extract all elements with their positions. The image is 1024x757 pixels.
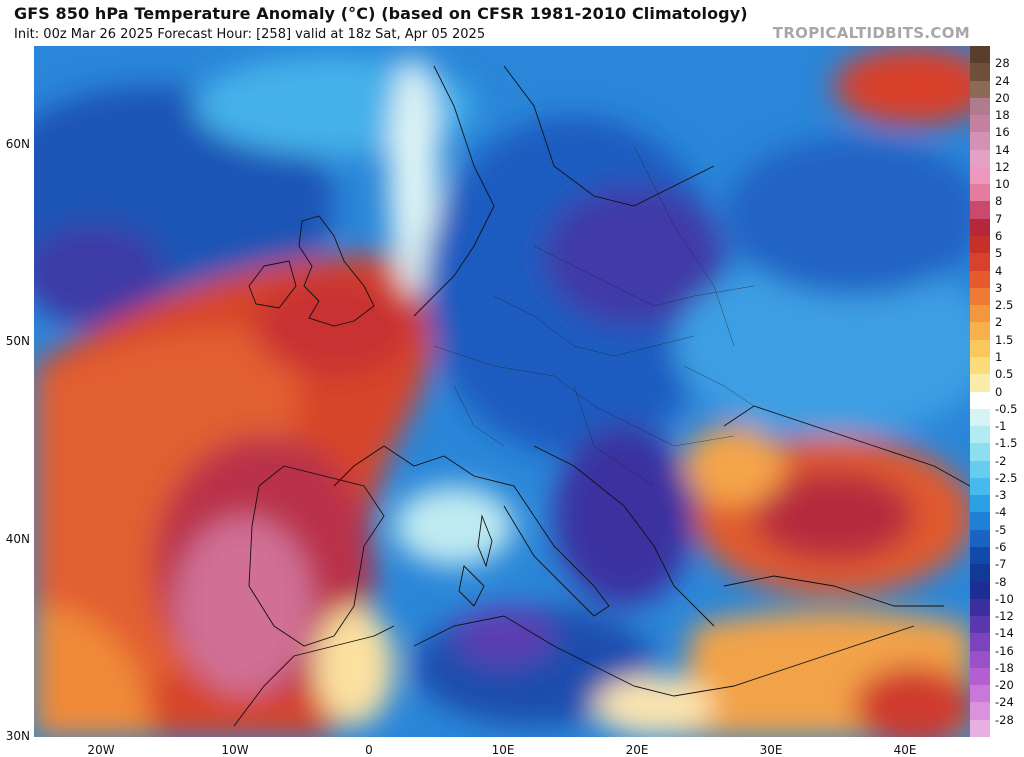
- colorbar-segment: [970, 426, 990, 444]
- colorbar-segment: [970, 132, 990, 151]
- colorbar-segment: [970, 477, 990, 496]
- colorbar-segment: [970, 115, 990, 133]
- colorbar-label: 12: [995, 159, 1010, 174]
- anomaly-map: [34, 46, 970, 737]
- colorbar-segment: [970, 322, 990, 341]
- colorbar-segment: [970, 598, 990, 617]
- colorbar-label: -3: [995, 488, 1007, 503]
- colorbar-segment: [970, 564, 990, 583]
- colorbar-label: 1: [995, 349, 1003, 364]
- header: GFS 850 hPa Temperature Anomaly (°C) (ba…: [0, 0, 1024, 46]
- map-graphic: [34, 46, 970, 737]
- colorbar-label: -1.5: [995, 436, 1018, 451]
- colorbar-segment: [970, 443, 990, 462]
- colorbar-segment: [970, 529, 990, 548]
- colorbar-label: -7: [995, 557, 1007, 572]
- colorbar-segment: [970, 80, 990, 99]
- colorbar-label: 7: [995, 211, 1003, 226]
- colorbar-segment: [970, 46, 990, 64]
- lat-label-40n: 40N: [5, 532, 30, 546]
- lon-label-10e: 10E: [491, 743, 515, 757]
- colorbar-segment: [970, 685, 990, 703]
- colorbar-label: 0: [995, 384, 1003, 399]
- colorbar-label: -2.5: [995, 470, 1018, 485]
- colorbar-segment: [970, 166, 990, 185]
- colorbar-label: 2: [995, 315, 1003, 330]
- init-forecast-valid-info: Init: 00z Mar 26 2025 Forecast Hour: [25…: [14, 27, 486, 42]
- colorbar-segment: [970, 512, 990, 531]
- colorbar-segment: [970, 374, 990, 392]
- colorbar-label: -2: [995, 453, 1007, 468]
- colorbar-label: 0.5: [995, 367, 1014, 382]
- colorbar-label: 28: [995, 56, 1010, 71]
- colorbar-label: 10: [995, 177, 1010, 192]
- colorbar-segment: [970, 236, 990, 254]
- colorbar-label: 4: [995, 263, 1003, 278]
- colorbar: 28 24 20 18 16 14 12 10 8 7 6 5 4 3 2.5 2 1.5 1 0.5 0 -0.5 -1…: [970, 46, 1024, 738]
- watermark: TROPICALTIDBITS.COM: [772, 24, 970, 42]
- colorbar-label: -1: [995, 419, 1007, 434]
- colorbar-segment: [970, 270, 990, 289]
- colorbar-segment: [970, 287, 990, 306]
- lon-label-20w: 20W: [87, 743, 115, 757]
- colorbar-label: 5: [995, 246, 1003, 261]
- colorbar-segment: [970, 581, 990, 600]
- colorbar-label: 8: [995, 194, 1003, 209]
- lat-label-30n: 30N: [5, 729, 30, 743]
- colorbar-label: -20: [995, 678, 1014, 693]
- colorbar-segment: [970, 633, 990, 652]
- colorbar-label: -0.5: [995, 401, 1018, 416]
- colorbar-segment: [970, 201, 990, 220]
- colorbar-label: -12: [995, 609, 1014, 624]
- lat-label-60n: 60N: [5, 137, 30, 151]
- lat-label-50n: 50N: [5, 334, 30, 348]
- lon-label-30e: 30E: [759, 743, 783, 757]
- colorbar-label: 18: [995, 108, 1010, 123]
- colorbar-label: 20: [995, 90, 1010, 105]
- colorbar-segment: [970, 253, 990, 272]
- colorbar-segment: [970, 667, 990, 686]
- colorbar-segment: [970, 546, 990, 565]
- colorbar-label: -14: [995, 626, 1014, 641]
- colorbar-label: 24: [995, 73, 1010, 88]
- colorbar-segment: [970, 460, 990, 479]
- colorbar-label: -6: [995, 539, 1007, 554]
- map-title: GFS 850 hPa Temperature Anomaly (°C) (ba…: [14, 4, 748, 23]
- colorbar-label: -18: [995, 660, 1014, 675]
- lon-label-10w: 10W: [221, 743, 249, 757]
- colorbar-label: -10: [995, 591, 1014, 606]
- lon-label-0: 0: [365, 743, 373, 757]
- colorbar-segment: [970, 305, 990, 323]
- colorbar-segment: [970, 408, 990, 427]
- colorbar-segment: [970, 97, 990, 116]
- colorbar-segment: [970, 616, 990, 634]
- colorbar-segment: [970, 218, 990, 237]
- colorbar-segment: [970, 650, 990, 669]
- colorbar-segment: [970, 356, 990, 375]
- colorbar-label: 3: [995, 280, 1003, 295]
- colorbar-label: 2.5: [995, 298, 1014, 313]
- lon-label-20e: 20E: [625, 743, 649, 757]
- colorbar-segment: [970, 149, 990, 168]
- colorbar-segment: [970, 184, 990, 202]
- colorbar-label: 14: [995, 142, 1010, 157]
- lon-label-40e: 40E: [893, 743, 917, 757]
- colorbar-label: -24: [995, 695, 1014, 710]
- colorbar-label: -16: [995, 643, 1014, 658]
- colorbar-label: -4: [995, 505, 1007, 520]
- colorbar-label: -8: [995, 574, 1007, 589]
- colorbar-segment: [970, 719, 990, 738]
- colorbar-segment: [970, 339, 990, 358]
- colorbar-segment: [970, 391, 990, 410]
- colorbar-segment: [970, 702, 990, 721]
- colorbar-segment: [970, 495, 990, 513]
- colorbar-label: 6: [995, 229, 1003, 244]
- colorbar-label: -5: [995, 522, 1007, 537]
- colorbar-label: -28: [995, 712, 1014, 727]
- colorbar-label: 16: [995, 125, 1010, 140]
- colorbar-segment: [970, 63, 990, 82]
- colorbar-label: 1.5: [995, 332, 1014, 347]
